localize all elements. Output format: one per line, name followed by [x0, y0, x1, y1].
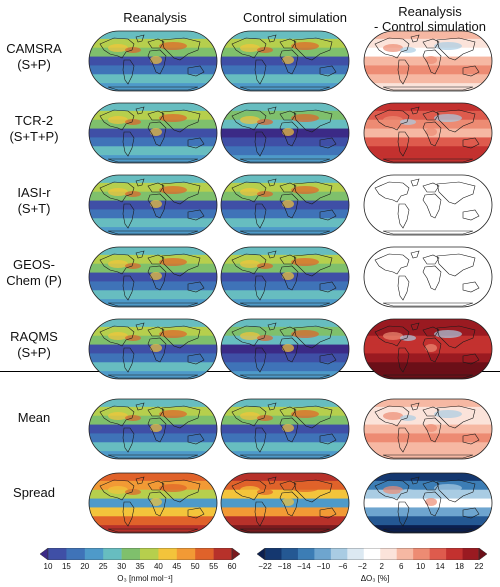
colorbar-segment: [66, 548, 86, 560]
row-label-geoschem: GEOS- Chem (P): [6, 257, 62, 288]
column-title-control: Control simulation: [242, 10, 348, 25]
row-label-iasi: IASI-r (S+T): [17, 185, 51, 216]
colorbar-tick-label: −22: [258, 562, 272, 571]
map-camsra-control: [220, 30, 350, 92]
map-mean-difference: [363, 398, 493, 460]
colorbar-segment: [413, 548, 430, 560]
colorbar-segment: [48, 548, 67, 560]
map-camsra-reanalysis: [88, 30, 218, 92]
colorbar-segment: [297, 548, 315, 560]
colorbar-segment: [158, 548, 178, 560]
row-label-mean: Mean: [17, 410, 51, 425]
colorbar-segment: [103, 548, 122, 560]
colorbar-segment: [140, 548, 159, 560]
colorbar-tick-label: 35: [135, 562, 145, 571]
colorbar-segment: [314, 548, 332, 560]
colorbar-tick-label: 6: [398, 562, 404, 571]
map-iasi-difference: [363, 174, 493, 236]
colorbar-tick-label: 60: [227, 562, 237, 571]
map-raqms-reanalysis: [88, 318, 218, 380]
map-iasi-control: [220, 174, 350, 236]
colorbar-difference-label: ΔO₃ [%]: [360, 574, 390, 583]
colorbar-tick-label: −2: [357, 562, 367, 571]
colorbar-tick-label: 10: [43, 562, 53, 571]
colorbar-tick-label: −14: [297, 562, 311, 571]
colorbar-tick-label: 18: [455, 562, 464, 571]
colorbar-tick-label: 2: [379, 562, 384, 571]
colorbar-o3-label: O₃ [nmol mol⁻¹]: [117, 574, 173, 583]
colorbar-tick-label: 25: [98, 562, 108, 571]
map-tcr2-reanalysis: [88, 102, 218, 164]
colorbar-segment: [176, 548, 196, 560]
colorbar-extension-high: [231, 548, 240, 560]
map-raqms-control: [220, 318, 350, 380]
colorbar-segment: [265, 548, 282, 560]
map-tcr2-difference: [363, 102, 493, 164]
map-spread-reanalysis: [88, 472, 218, 534]
colorbar-segment: [121, 548, 141, 560]
colorbar-tick-label: 10: [416, 562, 426, 571]
map-raqms-difference: [363, 318, 493, 380]
map-iasi-reanalysis: [88, 174, 218, 236]
colorbar-tick-label: 55: [209, 562, 219, 571]
map-camsra-difference: [363, 30, 493, 92]
colorbar-tick-label: −10: [316, 562, 331, 571]
colorbar-extension-low: [257, 548, 266, 560]
colorbar-tick-label: 45: [172, 562, 182, 571]
row-label-raqms: RAQMS (S+P): [10, 329, 58, 360]
colorbar-segment: [84, 548, 104, 560]
colorbar-segment: [446, 548, 463, 560]
colorbar-o3: [40, 548, 240, 560]
map-spread-control: [220, 472, 350, 534]
colorbar-segment: [429, 548, 447, 560]
colorbar-difference: [257, 548, 487, 560]
colorbar-segment: [462, 548, 480, 560]
row-label-tcr2: TCR-2 (S+T+P): [9, 113, 59, 144]
map-geoschem-reanalysis: [88, 246, 218, 308]
map-geoschem-control: [220, 246, 350, 308]
colorbar-segment: [363, 548, 381, 560]
column-title-difference: Reanalysis - Control simulation: [374, 4, 486, 34]
map-mean-reanalysis: [88, 398, 218, 460]
colorbar-segment: [213, 548, 233, 560]
colorbar-tick-label: 40: [153, 562, 163, 571]
colorbar-tick-label: 30: [117, 562, 127, 571]
colorbar-tick-label: 14: [435, 562, 445, 571]
colorbar-segment: [330, 548, 348, 560]
colorbar-segment: [281, 548, 299, 560]
colorbar-tick-label: 20: [80, 562, 90, 571]
colorbar-segment: [347, 548, 365, 560]
column-title-reanalysis: Reanalysis: [123, 10, 187, 25]
colorbar-tick-label: 22: [474, 562, 484, 571]
colorbar-segment: [396, 548, 414, 560]
colorbar-segment: [195, 548, 214, 560]
colorbar-tick-label: 15: [61, 562, 71, 571]
colorbar-tick-label: −18: [277, 562, 292, 571]
map-spread-difference: [363, 472, 493, 534]
colorbar-tick-label: −6: [338, 562, 348, 571]
colorbar-extension-low: [40, 548, 49, 560]
row-label-camsra: CAMSRA (S+P): [6, 41, 62, 72]
colorbar-segment: [380, 548, 397, 560]
map-mean-control: [220, 398, 350, 460]
colorbar-extension-high: [478, 548, 487, 560]
map-tcr2-control: [220, 102, 350, 164]
colorbar-tick-label: 50: [190, 562, 200, 571]
map-geoschem-difference: [363, 246, 493, 308]
row-label-spread: Spread: [13, 485, 55, 500]
